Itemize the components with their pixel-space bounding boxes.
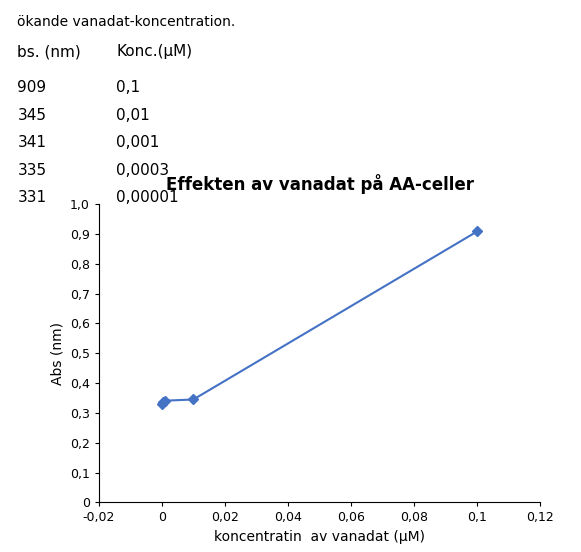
Text: 341: 341 — [17, 135, 46, 150]
Text: ökande vanadat-koncentration.: ökande vanadat-koncentration. — [17, 15, 236, 29]
X-axis label: koncentratin  av vanadat (µM): koncentratin av vanadat (µM) — [214, 530, 425, 544]
Text: 331: 331 — [17, 190, 46, 205]
Text: 0,01: 0,01 — [116, 108, 150, 123]
Text: 0,001: 0,001 — [116, 135, 160, 150]
Text: 909: 909 — [17, 80, 46, 95]
Text: 0,1: 0,1 — [116, 80, 141, 95]
Text: 0,0003: 0,0003 — [116, 163, 169, 178]
Text: Konc.(µM): Konc.(µM) — [116, 44, 192, 59]
Text: 345: 345 — [17, 108, 46, 123]
Text: 0,00001: 0,00001 — [116, 190, 179, 205]
Y-axis label: Abs (nm): Abs (nm) — [50, 322, 64, 385]
Title: Effekten av vanadat på AA-celler: Effekten av vanadat på AA-celler — [166, 174, 474, 194]
Text: 335: 335 — [17, 163, 46, 178]
Text: bs. (nm): bs. (nm) — [17, 44, 81, 59]
